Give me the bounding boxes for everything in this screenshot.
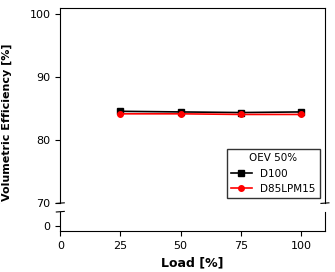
D100 [239,111,243,114]
Line: D100: D100 [118,109,304,115]
D100 [179,110,183,114]
Line: D85LPM15: D85LPM15 [118,111,304,117]
D100 [119,110,123,113]
D85LPM15 [239,113,243,116]
X-axis label: Load [%]: Load [%] [161,256,224,270]
D85LPM15 [119,112,123,115]
D85LPM15 [299,113,303,116]
Text: Volumetric Efficiency [%]: Volumetric Efficiency [%] [2,44,12,201]
Legend: D100, D85LPM15: D100, D85LPM15 [227,149,320,198]
D85LPM15 [179,112,183,115]
D100 [299,110,303,114]
